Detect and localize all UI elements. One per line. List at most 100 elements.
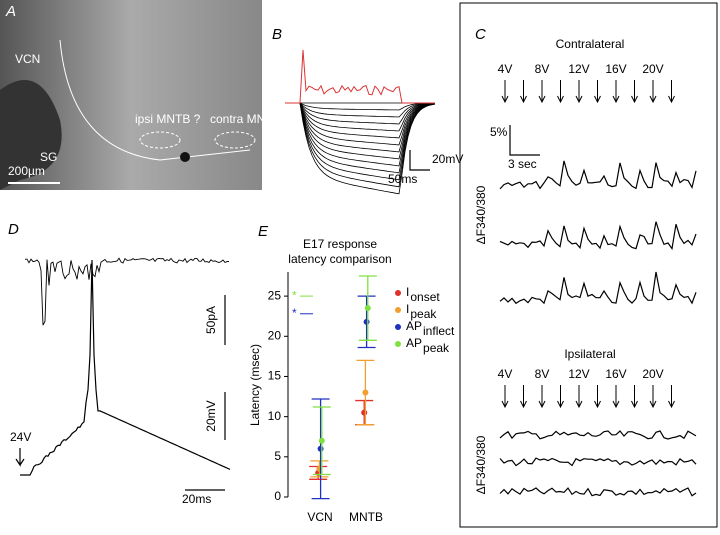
y-tick-label: 0 — [274, 489, 281, 503]
stim-arrow — [538, 385, 546, 409]
trace — [499, 430, 697, 440]
legend-marker — [395, 341, 401, 347]
label: 50ms — [388, 172, 417, 186]
label: 200µm — [8, 164, 45, 178]
stim-arrow — [668, 80, 675, 104]
stim-arrow — [557, 385, 564, 409]
trace — [285, 102, 436, 167]
point — [363, 318, 370, 325]
y-tick-label: 5 — [274, 449, 281, 463]
trace — [285, 102, 435, 111]
point — [317, 445, 324, 452]
chart-title: E17 response — [303, 237, 377, 251]
x-tick-label: MNTB — [349, 510, 383, 524]
trace — [285, 102, 436, 195]
point — [364, 305, 371, 312]
panel-letter: C — [475, 26, 486, 43]
trace — [285, 102, 436, 174]
trace — [285, 102, 436, 188]
label: 16V — [605, 367, 626, 381]
stim-arrow — [649, 80, 657, 104]
label: 16V — [605, 62, 626, 76]
trace — [285, 49, 435, 104]
label: 5% — [490, 125, 508, 139]
trace — [499, 221, 697, 251]
trace — [499, 457, 697, 467]
legend-label: onset — [410, 290, 440, 304]
stim-arrow — [520, 80, 527, 104]
contra-outline — [214, 131, 256, 149]
trace — [499, 487, 697, 497]
stim-arrow — [631, 80, 638, 104]
stim-arrow — [575, 385, 583, 409]
y-tick-label: 15 — [268, 369, 282, 383]
trace — [285, 102, 436, 132]
point — [318, 437, 325, 444]
legend-label: peak — [423, 341, 450, 355]
label: 3 sec — [508, 157, 537, 171]
label: 4V — [498, 367, 513, 381]
ipsi-outline — [139, 131, 181, 149]
legend-label: peak — [410, 307, 437, 321]
stim-arrow — [631, 385, 638, 409]
landmark — [180, 152, 190, 162]
stim-arrow — [575, 80, 583, 104]
outline — [59, 39, 251, 161]
label: 24V — [10, 430, 31, 444]
label: 12V — [568, 367, 589, 381]
label: 12V — [568, 62, 589, 76]
label: VCN — [15, 52, 40, 66]
panel-letter: A — [5, 3, 16, 20]
panel-letter: D — [8, 221, 19, 238]
stim-arrow — [612, 385, 620, 409]
point — [362, 389, 369, 396]
y-tick-label: 25 — [268, 288, 282, 302]
trace — [499, 160, 697, 190]
axis-title: ΔF340/380 — [474, 185, 488, 244]
scale-bar — [409, 150, 430, 171]
panel-letter: B — [272, 26, 282, 43]
legend-label: AP — [406, 319, 422, 333]
legend-label: I — [406, 302, 409, 316]
trace — [285, 102, 436, 146]
annotation: * — [292, 306, 297, 320]
label: 8V — [535, 62, 550, 76]
stim-arrow — [594, 80, 601, 104]
label: 20mV — [432, 152, 463, 166]
tissue — [0, 80, 62, 190]
label: 8V — [535, 367, 550, 381]
label: SG — [40, 150, 57, 164]
label: contra MNTB — [210, 112, 281, 126]
y-tick-label: 20 — [268, 328, 282, 342]
trace — [285, 102, 436, 153]
axis-title: ΔF340/380 — [474, 435, 488, 494]
legend-marker — [395, 290, 401, 296]
scale-bar — [509, 125, 540, 156]
trace — [20, 259, 231, 476]
trace — [285, 102, 436, 118]
stim-arrow — [501, 385, 509, 409]
panel-c-box — [459, 2, 718, 528]
y-tick-label: 10 — [268, 409, 282, 423]
trace — [499, 271, 697, 305]
stim-arrow — [557, 80, 564, 104]
label: 20mV — [204, 400, 218, 431]
trace — [285, 102, 436, 181]
label: 50pA — [204, 306, 218, 334]
panel-letter: E — [258, 223, 269, 240]
label: 20V — [642, 367, 663, 381]
legend-marker — [395, 307, 401, 313]
axis-title: Latency (msec) — [248, 344, 262, 426]
stim-arrow — [612, 80, 620, 104]
legend-label: I — [406, 285, 409, 299]
label: 20ms — [182, 492, 211, 506]
stim-arrow — [520, 385, 527, 409]
chart-title: latency comparison — [288, 252, 391, 266]
annotation: * — [292, 288, 297, 302]
stim-arrow — [15, 448, 25, 467]
x-tick-label: VCN — [307, 510, 332, 524]
stim-arrow — [501, 80, 509, 104]
stim-arrow — [649, 385, 657, 409]
trace — [285, 102, 436, 139]
